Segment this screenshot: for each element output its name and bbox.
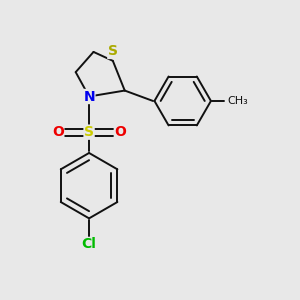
Text: O: O (114, 125, 126, 139)
Text: O: O (52, 125, 64, 139)
Text: N: N (83, 89, 95, 103)
Text: S: S (108, 44, 118, 58)
Text: CH₃: CH₃ (227, 96, 248, 106)
Text: S: S (84, 125, 94, 139)
Text: Cl: Cl (82, 237, 97, 250)
